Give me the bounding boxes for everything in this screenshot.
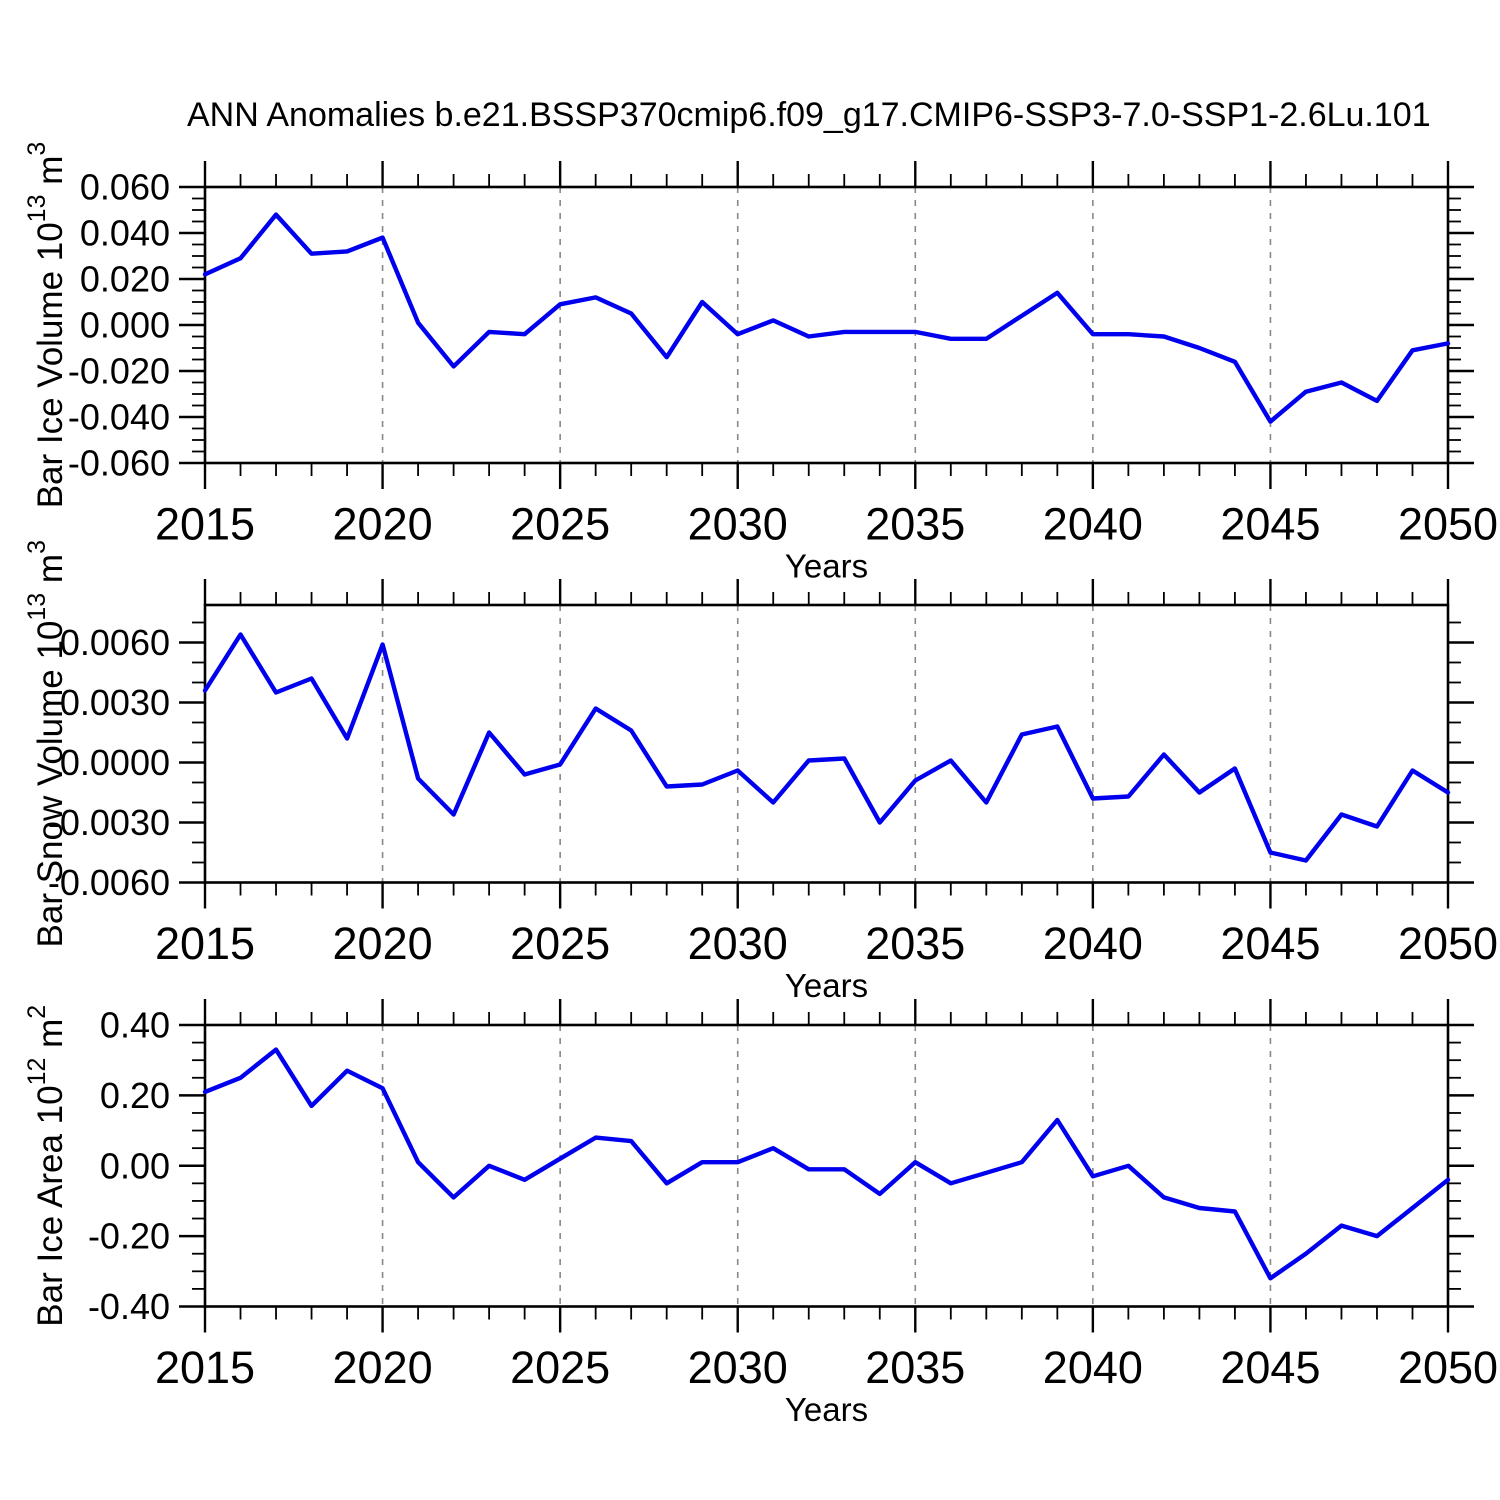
panel-3-y-axis-title: Bar Ice Area 1012 m2 bbox=[23, 1005, 70, 1327]
x-tick-label: 2020 bbox=[333, 918, 433, 969]
y-axis-title-text: m bbox=[31, 554, 70, 593]
x-tick-label: 2040 bbox=[1043, 1342, 1143, 1393]
x-tick-label: 2050 bbox=[1398, 1342, 1498, 1393]
y-tick-label: 0.060 bbox=[80, 167, 170, 208]
y-tick-label: 0.00 bbox=[100, 1145, 170, 1186]
y-tick-label: -0.020 bbox=[68, 351, 170, 392]
y-tick-label: 0.000 bbox=[80, 305, 170, 346]
x-tick-label: 2030 bbox=[688, 499, 788, 550]
x-tick-label: 2035 bbox=[865, 499, 965, 550]
x-tick-label: 2015 bbox=[155, 499, 255, 550]
x-tick-label: 2020 bbox=[333, 1342, 433, 1393]
panel-2-y-axis-title: Bar Snow Volume 1013 m3 bbox=[23, 540, 70, 947]
y-tick-label: -0.040 bbox=[68, 397, 170, 438]
panel-2-frame bbox=[203, 603, 1450, 884]
y-axis-title-superscript: 3 bbox=[23, 142, 51, 156]
x-tick-label: 2035 bbox=[865, 918, 965, 969]
y-axis-title-text: m bbox=[31, 1019, 70, 1058]
x-axis-title: Years bbox=[785, 967, 868, 1004]
panel-1: 0.060 0.040 0.020 0.000 -0.020 -0.040 -0.060 20… bbox=[23, 142, 1498, 585]
x-tick-label: 2045 bbox=[1220, 1342, 1320, 1393]
y-axis-title-text: Bar Ice Volume 10 bbox=[31, 222, 70, 508]
y-tick-label: -0.40 bbox=[88, 1286, 170, 1327]
panel-1-y-axis-title: Bar Ice Volume 1013 m3 bbox=[23, 142, 70, 509]
y-axis-title-text: Bar Ice Area 10 bbox=[31, 1085, 70, 1326]
y-axis-title-superscript: 13 bbox=[23, 194, 51, 222]
y-tick-label: -0.0060 bbox=[48, 862, 170, 903]
x-tick-label: 2040 bbox=[1043, 918, 1143, 969]
x-tick-label: 2025 bbox=[510, 918, 610, 969]
x-tick-label: 2020 bbox=[333, 499, 433, 550]
y-tick-label: -0.0030 bbox=[48, 802, 170, 843]
x-tick-label: 2025 bbox=[510, 1342, 610, 1393]
y-tick-label: -0.060 bbox=[68, 443, 170, 484]
panel-3-frame bbox=[203, 1023, 1450, 1308]
x-axis-title: Years bbox=[785, 1391, 868, 1428]
panel-3-data-line bbox=[202, 1047, 1451, 1281]
chart-title: ANN Anomalies b.e21.BSSP370cmip6.f09_g17… bbox=[187, 96, 1431, 134]
x-tick-label: 2015 bbox=[155, 918, 255, 969]
y-tick-label: 0.040 bbox=[80, 213, 170, 254]
y-tick-label: 0.0030 bbox=[60, 682, 170, 723]
y-tick-label: 0.20 bbox=[100, 1075, 170, 1116]
x-axis-title: Years bbox=[785, 548, 868, 585]
y-axis-title-superscript: 2 bbox=[23, 1005, 51, 1019]
y-tick-label: 0.0060 bbox=[60, 622, 170, 663]
y-axis-title-text: m bbox=[31, 156, 70, 195]
y-tick-label: 0.40 bbox=[100, 1005, 170, 1046]
y-axis-title-superscript: 12 bbox=[23, 1058, 51, 1086]
y-axis-title-superscript: 13 bbox=[23, 593, 51, 621]
y-axis-title-superscript: 3 bbox=[23, 540, 51, 554]
x-tick-label: 2050 bbox=[1398, 918, 1498, 969]
x-tick-label: 2025 bbox=[510, 499, 610, 550]
x-tick-label: 2035 bbox=[865, 1342, 965, 1393]
y-axis-title-text: Bar Snow Volume 10 bbox=[31, 621, 70, 948]
y-tick-label: 0.020 bbox=[80, 259, 170, 300]
x-tick-label: 2050 bbox=[1398, 499, 1498, 550]
panel-1-data-line bbox=[202, 212, 1451, 424]
panel-1-frame bbox=[203, 185, 1450, 465]
panel-3: 0.40 0.20 0.00 -0.20 -0.40 2015 2020 2025 2030 20… bbox=[23, 999, 1498, 1428]
x-tick-label: 2045 bbox=[1220, 918, 1320, 969]
x-tick-label: 2030 bbox=[688, 1342, 788, 1393]
x-tick-label: 2045 bbox=[1220, 499, 1320, 550]
y-tick-label: 0.0000 bbox=[60, 742, 170, 783]
panel-2: 0.0060 0.0030 0.0000 -0.0030 -0.0060 2015 2020… bbox=[23, 540, 1498, 1004]
y-tick-label: -0.20 bbox=[88, 1216, 170, 1257]
x-tick-label: 2015 bbox=[155, 1342, 255, 1393]
panel-2-data-line bbox=[202, 632, 1451, 863]
x-tick-label: 2040 bbox=[1043, 499, 1143, 550]
x-tick-label: 2030 bbox=[688, 918, 788, 969]
